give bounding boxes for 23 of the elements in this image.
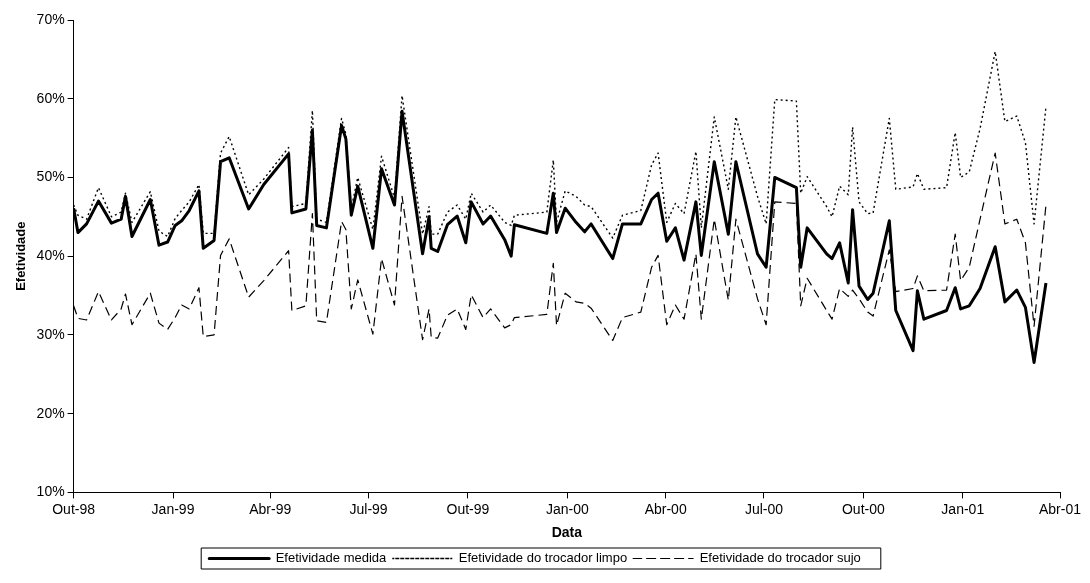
x-tick-label: Jul-00 — [744, 500, 784, 517]
x-tick-label: Out-00 — [841, 500, 885, 517]
x-tick-label: Jan-01 — [941, 500, 985, 517]
y-tick-label: 10% — [36, 483, 65, 500]
y-tick-label: 20% — [36, 404, 65, 421]
y-tick-label: 30% — [36, 325, 65, 342]
legend-label: Efetividade medida — [275, 550, 388, 566]
x-axis-title: Data — [551, 524, 583, 541]
x-tick-label: Jul-99 — [349, 500, 388, 517]
x-tick-label: Abr-01 — [1038, 500, 1082, 517]
x-tick-label: Out-98 — [52, 500, 96, 517]
y-tick-label: 60% — [36, 89, 65, 106]
x-tick-label: Jan-99 — [151, 500, 195, 517]
y-tick-label: 50% — [36, 168, 65, 185]
y-axis-title: Efetividade — [13, 221, 29, 291]
x-tick-label: Jan-00 — [545, 500, 589, 517]
x-tick-label: Abr-99 — [249, 500, 292, 517]
x-tick-label: Abr-00 — [644, 500, 687, 517]
y-tick-label: 70% — [36, 10, 65, 27]
legend-label: Efetividade do trocador limpo — [458, 550, 628, 566]
y-tick-label: 40% — [36, 247, 65, 264]
legend-label: Efetividade do trocador sujo — [699, 550, 861, 566]
x-tick-label: Out-99 — [446, 500, 490, 517]
